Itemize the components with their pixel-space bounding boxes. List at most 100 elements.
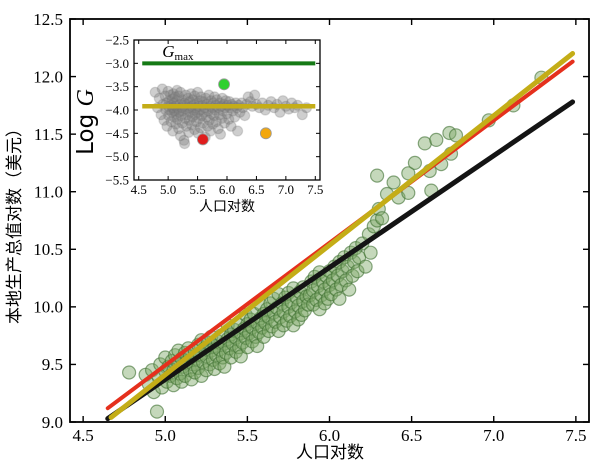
city-points xyxy=(350,264,365,279)
green-highlight-point xyxy=(218,78,230,91)
main-x-tick-label: 7.5 xyxy=(565,426,586,445)
residual-points xyxy=(214,128,227,140)
residual-points xyxy=(296,109,308,121)
residual-points xyxy=(170,118,182,130)
inset-y-tick-label: −2.5 xyxy=(105,32,129,47)
main-x-tick-label: 7.0 xyxy=(483,426,504,445)
main-x-tick-label: 5.5 xyxy=(237,426,258,445)
residual-points xyxy=(209,91,221,103)
inset-x-tick-label: 6.0 xyxy=(219,182,235,197)
main-x-tick-label: 6.5 xyxy=(401,426,422,445)
residual-points xyxy=(213,109,225,121)
residual-points xyxy=(155,109,167,121)
residual-points xyxy=(216,112,228,125)
residual-points xyxy=(183,126,195,138)
inset-y-tick-label: −3.0 xyxy=(105,56,129,71)
residual-points xyxy=(180,89,192,101)
residual-points xyxy=(159,90,171,102)
gmax-annotation: Gmax xyxy=(162,42,194,63)
main-axes-frame xyxy=(69,18,590,423)
inset-y-tick-label: −4.5 xyxy=(105,126,129,141)
residual-points xyxy=(193,112,205,125)
residual-points xyxy=(232,125,244,137)
inset-ylabel: Log G xyxy=(73,89,99,155)
residual-points xyxy=(216,92,228,104)
residual-points xyxy=(179,138,191,150)
main-plot: 4.5 5.0 5.5 6.0 6.5 7.0 7.5 9.0 9.5 10.0 10.5 11.0 1… xyxy=(5,10,590,463)
residual-points xyxy=(170,108,182,120)
residual-points xyxy=(156,83,168,95)
residual-points xyxy=(189,109,201,121)
residual-points xyxy=(197,117,209,129)
city-points xyxy=(122,365,137,380)
city-points xyxy=(332,291,347,306)
inset-x-tick-label: 4.5 xyxy=(131,182,147,197)
residual-points xyxy=(171,84,183,97)
residual-points xyxy=(165,116,177,128)
inset-x-tick-label: 6.5 xyxy=(248,182,264,197)
inset-x-tick-label: 7.5 xyxy=(307,182,323,197)
residual-points xyxy=(190,116,202,128)
residual-points xyxy=(173,90,185,102)
residual-points xyxy=(161,120,173,132)
residual-points xyxy=(162,85,174,97)
inset-x-tick-label: 7.0 xyxy=(278,182,294,197)
black-proportional-line xyxy=(105,99,576,422)
residual-points xyxy=(223,113,235,125)
residual-points xyxy=(163,109,175,122)
residual-points xyxy=(189,124,201,136)
residual-points xyxy=(210,116,222,128)
residual-points xyxy=(194,122,207,134)
inset-xlabel: 人口对数 xyxy=(199,199,255,215)
residual-points xyxy=(174,86,187,98)
residual-points xyxy=(149,86,161,98)
residual-points xyxy=(183,114,195,126)
main-y-tick-label: 9.0 xyxy=(42,413,63,432)
inset-plot: 4.5 5.0 5.5 6.0 6.5 7.0 7.5 −2.5 −3.0 −3.5 −4.0 −4.… xyxy=(73,32,323,215)
residual-points xyxy=(176,117,188,129)
residual-points xyxy=(202,120,214,132)
residual-points xyxy=(229,111,241,123)
residual-points xyxy=(182,109,194,121)
residual-points xyxy=(153,92,165,104)
residual-points xyxy=(189,90,201,102)
residual-points xyxy=(192,86,204,98)
residual-points xyxy=(225,120,237,132)
main-ylabel: 本地生产总值对数（美元） xyxy=(5,120,25,324)
main-y-tick-label: 11.0 xyxy=(34,182,63,201)
residual-points xyxy=(186,111,198,123)
residual-points xyxy=(249,89,261,101)
residual-points xyxy=(174,130,187,142)
residual-points xyxy=(200,92,212,104)
residual-points xyxy=(164,89,177,101)
residual-points xyxy=(219,117,231,129)
city-points xyxy=(342,282,357,297)
inset-x-tick-label: 5.5 xyxy=(189,182,205,197)
main-x-tick-label: 5.0 xyxy=(155,426,176,445)
residual-points xyxy=(212,123,224,135)
inset-y-tick-label: −5.0 xyxy=(105,149,129,164)
city-points xyxy=(363,245,378,260)
city-points xyxy=(448,128,464,143)
city-points xyxy=(429,132,444,147)
residual-points xyxy=(204,125,217,137)
residual-points xyxy=(167,88,179,100)
residual-points xyxy=(178,134,190,146)
inset-y-tick-label: −4.0 xyxy=(105,102,129,117)
residual-points xyxy=(186,119,198,131)
city-points xyxy=(407,155,422,170)
residual-points xyxy=(180,120,192,132)
inset-x-tick-label: 5.0 xyxy=(160,182,176,197)
main-y-tick-label: 11.5 xyxy=(34,125,63,144)
residual-points xyxy=(182,92,194,104)
city-points xyxy=(386,175,401,190)
city-points xyxy=(370,168,385,183)
main-y-tick-label: 12.5 xyxy=(33,10,63,29)
yellow-fit-line xyxy=(108,51,576,420)
residual-points xyxy=(221,108,233,120)
residual-points xyxy=(167,125,179,137)
orange-highlight-point xyxy=(259,127,272,140)
residual-points xyxy=(172,113,184,125)
residual-points xyxy=(195,91,207,103)
